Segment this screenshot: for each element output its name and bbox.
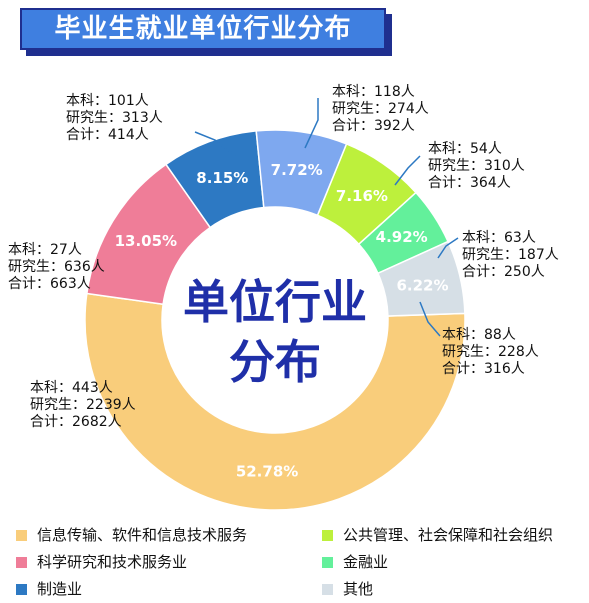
legend-swatch xyxy=(16,557,27,568)
legend-swatch xyxy=(322,530,333,541)
legend-label: 科学研究和技术服务业 xyxy=(37,553,188,571)
detail-label-info-tech: 本科：443人 研究生：2239人 合计：2682人 xyxy=(30,380,136,430)
legend-label: 公共管理、社会保障和社会组织 xyxy=(343,526,554,544)
legend-swatch xyxy=(16,530,27,541)
detail-label-science: 本科：27人 研究生：636人 合计：663人 xyxy=(8,242,105,292)
percent-label-info-tech: 52.78% xyxy=(236,462,298,480)
legend-label: 制造业 xyxy=(37,580,83,598)
legend-swatch xyxy=(16,584,27,595)
legend-swatch xyxy=(322,557,333,568)
slice-other xyxy=(376,240,466,317)
legend-label: 金融业 xyxy=(343,553,389,571)
legend-item: 其他 xyxy=(322,578,373,600)
detail-label-manufacturing: 本科：101人 研究生：313人 合计：414人 xyxy=(66,93,163,143)
legend-swatch xyxy=(322,584,333,595)
center-text-line-2: 分布 xyxy=(229,335,321,389)
leader-line xyxy=(394,155,421,186)
percent-label-manufacturing: 8.15% xyxy=(196,169,248,187)
percent-label-public-admin: 7.16% xyxy=(336,187,388,205)
center-text-line-1: 单位行业 xyxy=(183,275,367,329)
leader-line xyxy=(437,237,459,259)
donut-hole xyxy=(163,208,387,432)
percent-label-science: 13.05% xyxy=(115,232,177,250)
slice-info-tech xyxy=(84,292,466,511)
percent-label-other: 6.22% xyxy=(396,276,448,294)
leader-line xyxy=(304,98,319,149)
leader-line xyxy=(419,301,441,337)
percent-label-slice-4: 7.72% xyxy=(271,161,323,179)
legend-item: 公共管理、社会保障和社会组织 xyxy=(322,524,553,546)
legend-label: 信息传输、软件和信息技术服务 xyxy=(37,526,248,544)
detail-label-slice-4: 本科：118人 研究生：274人 合计：392人 xyxy=(332,84,429,134)
legend-label: 其他 xyxy=(343,580,374,598)
leader-line xyxy=(194,131,239,159)
legend-item: 科学研究和技术服务业 xyxy=(16,551,187,573)
percent-label-finance: 4.92% xyxy=(376,228,428,246)
chart-title: 毕业生就业单位行业分布 xyxy=(20,8,386,50)
detail-label-finance: 本科：63人 研究生：187人 合计：250人 xyxy=(462,230,559,280)
title-banner: 毕业生就业单位行业分布 xyxy=(20,8,398,62)
detail-label-other: 本科：88人 研究生：228人 合计：316人 xyxy=(442,327,539,377)
legend-item: 制造业 xyxy=(16,578,82,600)
detail-label-public-admin: 本科：54人 研究生：310人 合计：364人 xyxy=(428,141,525,191)
legend-item: 金融业 xyxy=(322,551,388,573)
legend-item: 信息传输、软件和信息技术服务 xyxy=(16,524,247,546)
legend: 信息传输、软件和信息技术服务 公共管理、社会保障和社会组织 科学研究和技术服务业… xyxy=(16,524,586,602)
